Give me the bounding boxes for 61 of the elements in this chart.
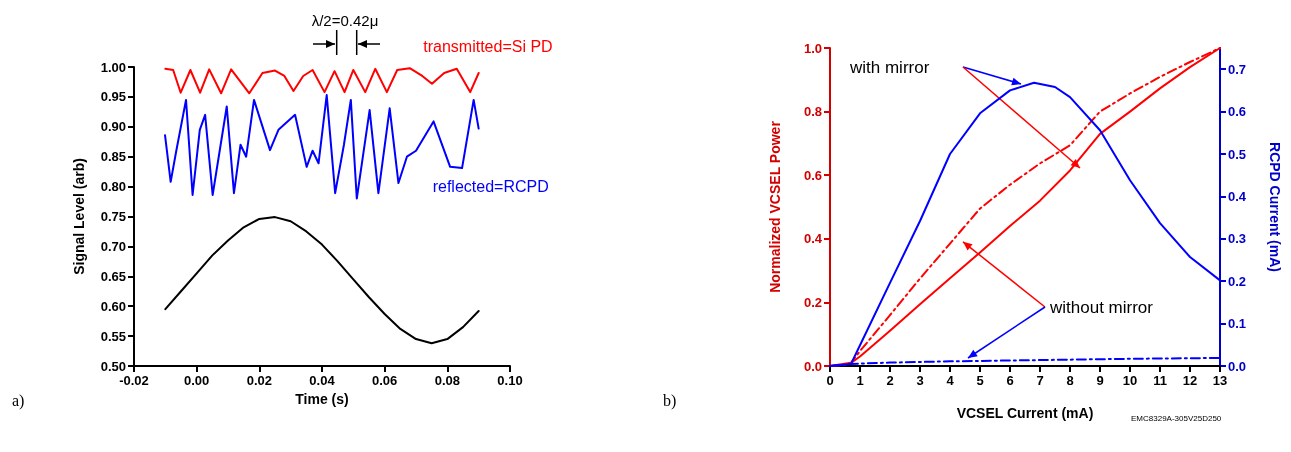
y-tick-label: 0.2 bbox=[803, 294, 822, 310]
x-tick-label: 10 bbox=[1122, 373, 1138, 388]
x-tick-label: 1 bbox=[856, 373, 864, 388]
y-tick-label: 0.6 bbox=[803, 167, 822, 183]
x-tick-label: 0.00 bbox=[184, 373, 210, 388]
text: a) bbox=[12, 391, 25, 410]
y-tick-label: 0.80 bbox=[100, 179, 126, 195]
y-tick-label: 0.55 bbox=[100, 328, 126, 344]
text: b) bbox=[663, 391, 677, 410]
x-tick-label: 5 bbox=[976, 373, 984, 388]
y-tick-label: 0.90 bbox=[100, 119, 126, 135]
y-tick-label: 0.8 bbox=[803, 104, 822, 120]
x-tick-label: 13 bbox=[1212, 373, 1228, 388]
x-tick-label: 0.04 bbox=[309, 373, 336, 388]
line-series bbox=[164, 67, 480, 95]
text: λ/2=0.42μ bbox=[311, 11, 379, 29]
y-tick-label: 0.0 bbox=[803, 358, 822, 374]
y2-tick-label: 0.6 bbox=[1228, 104, 1247, 120]
x-axis-title: VCSEL Current (mA) bbox=[956, 405, 1094, 421]
y-tick-label: 0.60 bbox=[100, 298, 126, 314]
y2-tick-label: 0.4 bbox=[1228, 188, 1247, 204]
x-tick-label: 2 bbox=[886, 373, 894, 388]
x-tick-label: 0.08 bbox=[434, 373, 460, 388]
x-tick-label: 9 bbox=[1096, 373, 1104, 388]
y2-tick-label: 0.0 bbox=[1228, 358, 1247, 374]
y-tick-label: 0.95 bbox=[100, 89, 126, 105]
series-label: reflected=RCPD bbox=[432, 178, 549, 196]
line-series bbox=[164, 216, 480, 345]
x-tick-label: 11 bbox=[1153, 373, 1167, 388]
annotation: without mirror bbox=[1049, 297, 1154, 317]
y2-tick-label: 0.2 bbox=[1228, 273, 1247, 289]
y-tick-label: 0.50 bbox=[100, 358, 126, 374]
y-tick-label: 1.0 bbox=[803, 40, 822, 56]
x-tick-label: 4 bbox=[946, 373, 955, 388]
y2-tick-label: 0.7 bbox=[1228, 61, 1247, 77]
annotation: with mirror bbox=[849, 57, 930, 77]
x-tick-label: 12 bbox=[1182, 373, 1198, 388]
y2-axis-title: RCPD Current (mA) bbox=[1267, 142, 1283, 272]
text: EMC8329A-305V25D250 bbox=[1131, 413, 1222, 423]
x-tick-label: 8 bbox=[1066, 373, 1074, 388]
y2-tick-label: 0.1 bbox=[1228, 316, 1247, 332]
series-label: transmitted=Si PD bbox=[423, 38, 553, 56]
y-tick-label: 0.4 bbox=[803, 231, 823, 247]
x-tick-label: 6 bbox=[1006, 373, 1014, 388]
y-tick-label: 0.85 bbox=[100, 149, 126, 165]
x-tick-label: 0 bbox=[826, 373, 834, 388]
x-tick-label: 0.10 bbox=[497, 373, 523, 388]
x-tick-label: 3 bbox=[916, 373, 924, 388]
y-tick-label: 0.75 bbox=[100, 209, 126, 224]
y2-tick-label: 0.3 bbox=[1228, 231, 1247, 247]
x-tick-label: 7 bbox=[1036, 373, 1044, 388]
y-tick-label: 1.00 bbox=[100, 59, 126, 75]
y-tick-label: 0.65 bbox=[100, 268, 126, 284]
y-axis-title: Signal Level (arb) bbox=[71, 158, 87, 275]
y-tick-label: 0.70 bbox=[100, 238, 126, 254]
y2-tick-label: 0.5 bbox=[1228, 146, 1247, 162]
x-tick-label: 0.02 bbox=[246, 373, 272, 388]
x-tick-label: -0.02 bbox=[119, 373, 149, 388]
x-axis-title: Time (s) bbox=[295, 390, 349, 407]
y-axis-title: Normalized VCSEL Power bbox=[767, 120, 783, 293]
x-tick-label: 0.06 bbox=[372, 373, 398, 388]
